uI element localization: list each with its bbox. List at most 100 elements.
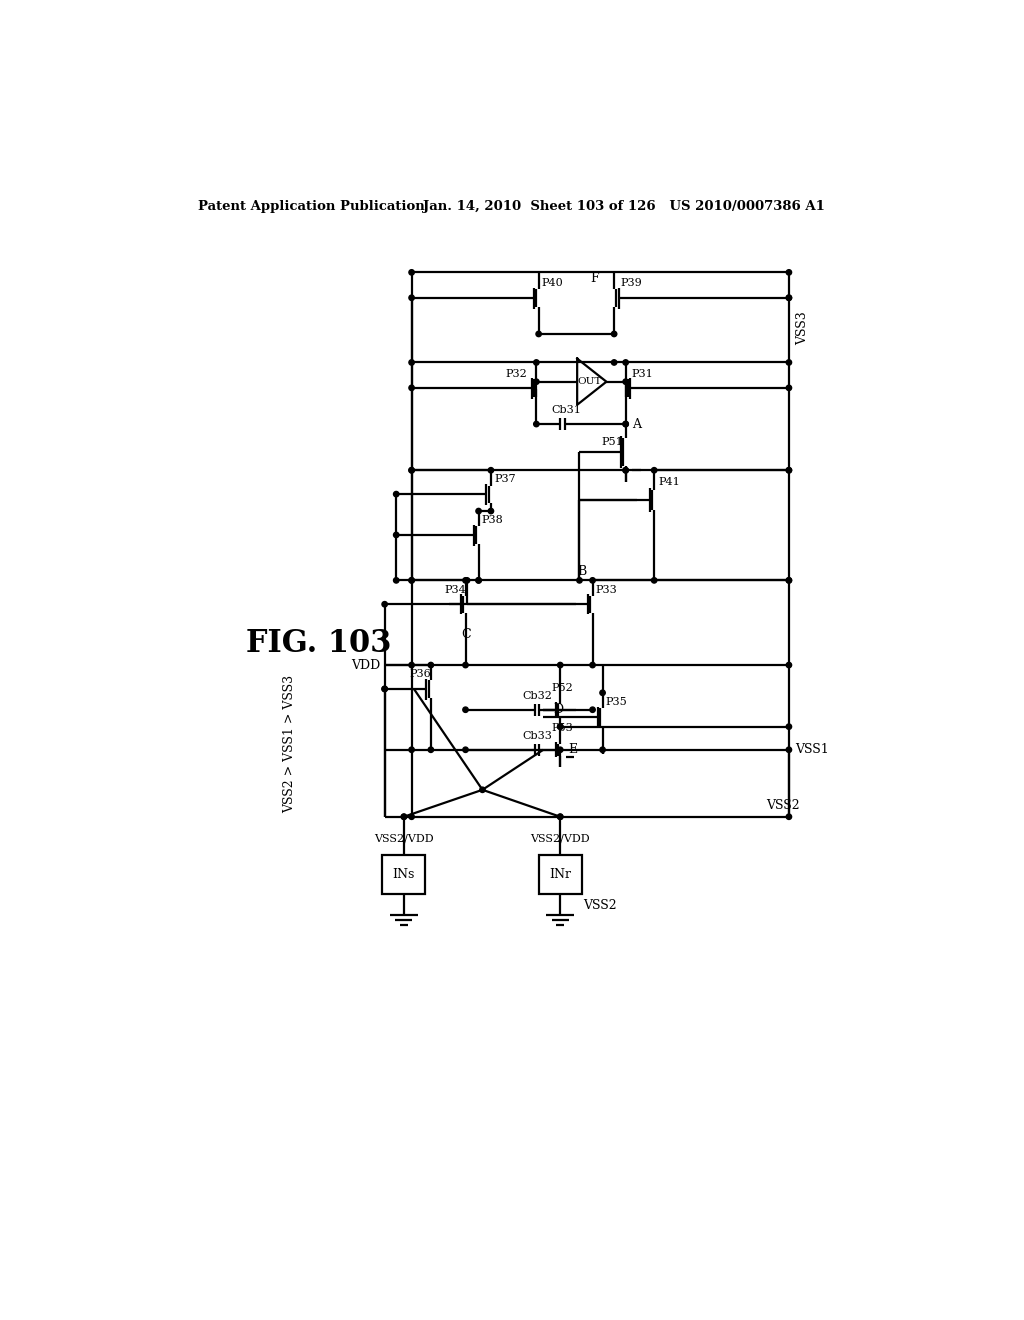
Circle shape [651, 467, 656, 473]
Circle shape [463, 747, 468, 752]
Circle shape [786, 467, 792, 473]
Circle shape [463, 708, 468, 713]
Text: VSS3: VSS3 [797, 312, 810, 345]
Circle shape [409, 814, 415, 820]
Circle shape [611, 360, 616, 366]
Circle shape [480, 787, 485, 792]
Circle shape [786, 723, 792, 730]
Circle shape [382, 602, 387, 607]
Circle shape [786, 814, 792, 820]
Text: F: F [590, 272, 599, 285]
Circle shape [590, 663, 595, 668]
Circle shape [557, 723, 563, 730]
Circle shape [786, 385, 792, 391]
Circle shape [786, 296, 792, 301]
Text: A: A [632, 417, 641, 430]
Circle shape [623, 379, 629, 384]
Circle shape [623, 421, 629, 426]
Circle shape [534, 421, 539, 426]
Circle shape [409, 467, 415, 473]
Circle shape [623, 421, 629, 426]
Text: P38: P38 [481, 515, 504, 525]
Circle shape [401, 814, 407, 820]
Circle shape [786, 747, 792, 752]
Circle shape [488, 467, 494, 473]
Text: P33: P33 [596, 585, 617, 594]
Text: D: D [553, 704, 563, 717]
Text: P53: P53 [551, 723, 572, 733]
Circle shape [557, 814, 563, 820]
Circle shape [557, 663, 563, 668]
Circle shape [623, 467, 629, 473]
Bar [382, 855, 425, 894]
Text: Cb33: Cb33 [522, 731, 552, 741]
Circle shape [577, 578, 583, 583]
Circle shape [409, 360, 415, 366]
Text: OUT: OUT [578, 378, 602, 387]
Circle shape [463, 578, 468, 583]
Circle shape [623, 360, 629, 366]
Circle shape [651, 578, 656, 583]
Text: P34: P34 [444, 585, 466, 594]
Circle shape [409, 385, 415, 391]
Circle shape [409, 269, 415, 275]
Text: P40: P40 [542, 279, 563, 288]
Text: FIG. 103: FIG. 103 [246, 628, 391, 659]
Circle shape [534, 360, 539, 366]
Text: E: E [568, 743, 578, 756]
Circle shape [476, 578, 481, 583]
Text: VSS2/VDD: VSS2/VDD [530, 833, 590, 843]
Text: P52: P52 [551, 684, 572, 693]
Text: VDD: VDD [351, 659, 381, 672]
Circle shape [786, 578, 792, 583]
Circle shape [786, 296, 792, 301]
Circle shape [409, 578, 415, 583]
Circle shape [600, 747, 605, 752]
Text: Patent Application Publication: Patent Application Publication [199, 201, 425, 214]
Text: VSS2: VSS2 [766, 799, 800, 812]
Circle shape [476, 508, 481, 513]
Circle shape [786, 360, 792, 366]
Circle shape [786, 663, 792, 668]
Text: VSS2/VDD: VSS2/VDD [374, 833, 434, 843]
Circle shape [409, 663, 415, 668]
Circle shape [382, 686, 387, 692]
Circle shape [557, 723, 563, 730]
Circle shape [382, 686, 387, 692]
Text: VSS2 > VSS1 > VSS3: VSS2 > VSS1 > VSS3 [284, 675, 297, 813]
Circle shape [557, 814, 563, 820]
Circle shape [428, 663, 433, 668]
Text: P37: P37 [494, 474, 516, 484]
Text: INr: INr [549, 869, 571, 880]
Text: P32: P32 [506, 370, 527, 379]
Circle shape [590, 578, 595, 583]
Text: INs: INs [393, 869, 415, 880]
Text: VSS2: VSS2 [584, 899, 616, 912]
Text: P39: P39 [621, 279, 642, 288]
Circle shape [611, 331, 616, 337]
Text: VSS1: VSS1 [795, 743, 828, 756]
Circle shape [476, 578, 481, 583]
Circle shape [600, 690, 605, 696]
Text: P36: P36 [410, 669, 431, 680]
Circle shape [464, 578, 470, 583]
Circle shape [393, 578, 399, 583]
Circle shape [557, 747, 563, 752]
Circle shape [409, 578, 415, 583]
Text: Jan. 14, 2010  Sheet 103 of 126   US 2010/0007386 A1: Jan. 14, 2010 Sheet 103 of 126 US 2010/0… [423, 201, 825, 214]
Circle shape [463, 663, 468, 668]
Bar [539, 855, 582, 894]
Circle shape [393, 491, 399, 496]
Circle shape [623, 467, 629, 473]
Circle shape [786, 467, 792, 473]
Text: Cb32: Cb32 [522, 690, 552, 701]
Text: P35: P35 [605, 697, 628, 708]
Text: C: C [462, 628, 471, 640]
Text: Cb31: Cb31 [551, 405, 581, 416]
Text: B: B [578, 565, 587, 578]
Text: P51: P51 [601, 437, 623, 446]
Circle shape [536, 331, 542, 337]
Circle shape [428, 747, 433, 752]
Text: P31: P31 [632, 370, 653, 379]
Circle shape [488, 508, 494, 513]
